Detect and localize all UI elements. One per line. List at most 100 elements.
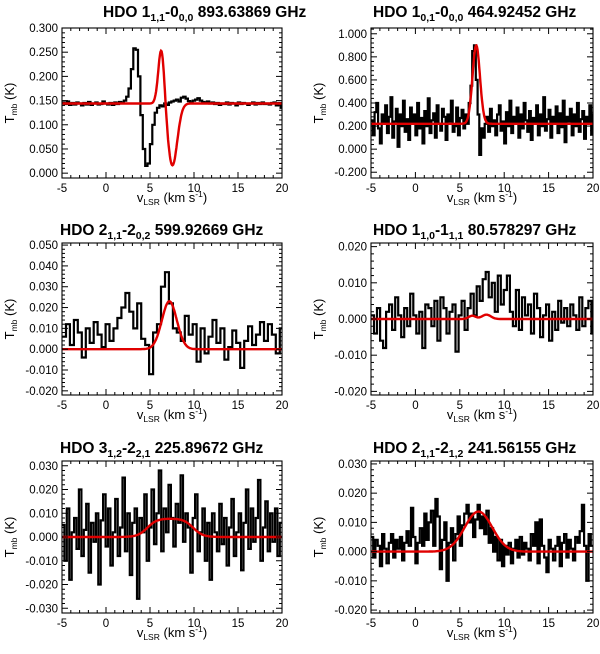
y-tick-label: 0.020 <box>29 303 58 315</box>
y-tick-label: 0.010 <box>338 517 367 529</box>
model-fit-line <box>62 300 282 351</box>
plot-frame <box>370 460 594 614</box>
x-tick-label: 0 <box>103 400 109 412</box>
y-tick-label: 0.000 <box>338 547 367 559</box>
y-tick-label: 0.020 <box>338 488 367 500</box>
x-tick-label: 0 <box>103 618 109 630</box>
x-axis-label: vLSR (km s-1) <box>447 406 517 424</box>
spectrum-panel-6: -5 0 5 10 15 20 -0.020 -0.010 0.000 0.010 0.020 0.0… <box>311 440 599 642</box>
x-tick-label: 20 <box>587 400 600 412</box>
x-axis-label: vLSR (km s-1) <box>447 624 517 642</box>
x-tick-label: 20 <box>276 400 289 412</box>
y-tick-label: 0.600 <box>338 75 367 87</box>
y-axis-label: Tmb (K) <box>2 83 19 124</box>
y-tick-label: 0.000 <box>338 144 367 156</box>
x-tick-label: 15 <box>232 400 245 412</box>
x-tick-label: 15 <box>542 183 555 195</box>
x-axis-label: vLSR (km s-1) <box>137 189 207 207</box>
y-tick-label: -0.020 <box>25 580 58 592</box>
x-tick-label: 20 <box>276 618 289 630</box>
x-tick-label: 10 <box>498 183 511 195</box>
y-axis-label: Tmb (K) <box>311 299 328 340</box>
y-tick-label: -0.010 <box>25 365 58 377</box>
model-fit-line <box>62 48 282 167</box>
x-tick-label: 0 <box>412 400 418 412</box>
observed-spectrum-line <box>371 270 593 353</box>
y-tick-label: 0.800 <box>338 52 367 64</box>
x-tick-label: 5 <box>457 400 463 412</box>
y-tick-label: -0.020 <box>334 605 367 617</box>
x-tick-label: -5 <box>57 183 67 195</box>
y-tick-label: 0.010 <box>29 508 58 520</box>
y-tick-label: 0.010 <box>338 278 367 290</box>
y-tick-label: 0.000 <box>29 344 58 356</box>
x-tick-label: 10 <box>498 618 511 630</box>
y-tick-label: 0.000 <box>29 168 58 180</box>
y-tick-label: 0.300 <box>29 23 58 35</box>
x-axis-label: vLSR (km s-1) <box>137 406 207 424</box>
x-axis-label: vLSR (km s-1) <box>137 624 207 642</box>
y-tick-label: -0.030 <box>25 603 58 615</box>
spectrum-panel-1: -5 0 5 10 15 20 0.000 0.050 0.100 0.150 0.200 0.250… <box>2 4 307 207</box>
y-tick-label: -0.200 <box>334 167 367 179</box>
x-tick-label: 0 <box>412 618 418 630</box>
x-tick-label: 10 <box>188 400 201 412</box>
plot-frame <box>61 27 283 179</box>
model-fit-line <box>371 313 593 321</box>
x-axis-label: vLSR (km s-1) <box>447 189 517 207</box>
model-fit-line <box>371 43 593 125</box>
y-tick-label: 0.400 <box>338 98 367 110</box>
observed-spectrum-line <box>371 44 593 156</box>
x-tick-label: -5 <box>366 618 376 630</box>
y-tick-label: 0.050 <box>29 240 58 252</box>
x-tick-label: 5 <box>457 618 463 630</box>
x-tick-label: 15 <box>542 618 555 630</box>
x-tick-label: 20 <box>276 183 289 195</box>
x-tick-label: 0 <box>412 183 418 195</box>
y-tick-label: 0.010 <box>29 323 58 335</box>
y-tick-label: 0.040 <box>29 261 58 273</box>
x-tick-label: -5 <box>366 183 376 195</box>
y-tick-label: 0.050 <box>29 144 58 156</box>
x-tick-label: 20 <box>587 618 600 630</box>
y-tick-label: 0.020 <box>338 242 367 254</box>
x-tick-label: 15 <box>232 183 245 195</box>
x-tick-label: 10 <box>188 183 201 195</box>
x-tick-label: 5 <box>147 400 153 412</box>
y-tick-label: -0.020 <box>25 386 58 398</box>
y-tick-label: -0.010 <box>334 576 367 588</box>
spectrum-panel-5: -5 0 5 10 15 20 -0.030 -0.020 -0.010 0.000 0.010 0.… <box>2 440 288 642</box>
y-tick-label: -0.020 <box>334 386 367 398</box>
y-axis-label: Tmb (K) <box>2 299 19 340</box>
y-tick-label: 0.030 <box>29 282 58 294</box>
x-tick-label: -5 <box>57 400 67 412</box>
y-tick-label: -0.010 <box>334 350 367 362</box>
spectrum-panel-3: -5 0 5 10 15 20 -0.020 -0.010 0.000 0.010 0.020 0.0… <box>2 222 289 424</box>
panel-title: HDO 11,1-00,0 893.63869 GHz <box>103 4 307 24</box>
observed-spectrum-line <box>62 47 282 167</box>
y-tick-label: 0.000 <box>338 314 367 326</box>
spectrum-panel-2: -5 0 5 10 15 20 -0.200 0.000 0.200 0.400 0.600 0.80… <box>311 4 599 207</box>
y-tick-label: 0.150 <box>29 96 58 108</box>
y-tick-label: 0.020 <box>29 485 58 497</box>
y-tick-label: 0.200 <box>29 71 58 83</box>
panel-title: HDO 11,0-11,1 80.578297 GHz <box>373 222 577 242</box>
model-fit-line <box>62 517 282 539</box>
x-tick-label: 10 <box>498 400 511 412</box>
observed-spectrum-line <box>62 469 282 600</box>
y-tick-label: 0.000 <box>29 532 58 544</box>
y-tick-label: 1.000 <box>338 29 367 41</box>
panel-title: HDO 21,1-21,2 241.56155 GHz <box>373 440 577 460</box>
x-tick-label: 20 <box>587 183 600 195</box>
y-axis-label: Tmb (K) <box>2 517 19 558</box>
y-tick-label: 0.250 <box>29 47 58 59</box>
y-tick-label: 0.030 <box>29 461 58 473</box>
x-tick-label: 15 <box>542 400 555 412</box>
x-tick-label: 5 <box>147 183 153 195</box>
x-tick-label: -5 <box>366 400 376 412</box>
x-tick-label: 5 <box>457 183 463 195</box>
observed-spectrum-line <box>62 271 282 376</box>
x-tick-label: -5 <box>57 618 67 630</box>
y-axis-label: Tmb (K) <box>311 83 328 124</box>
